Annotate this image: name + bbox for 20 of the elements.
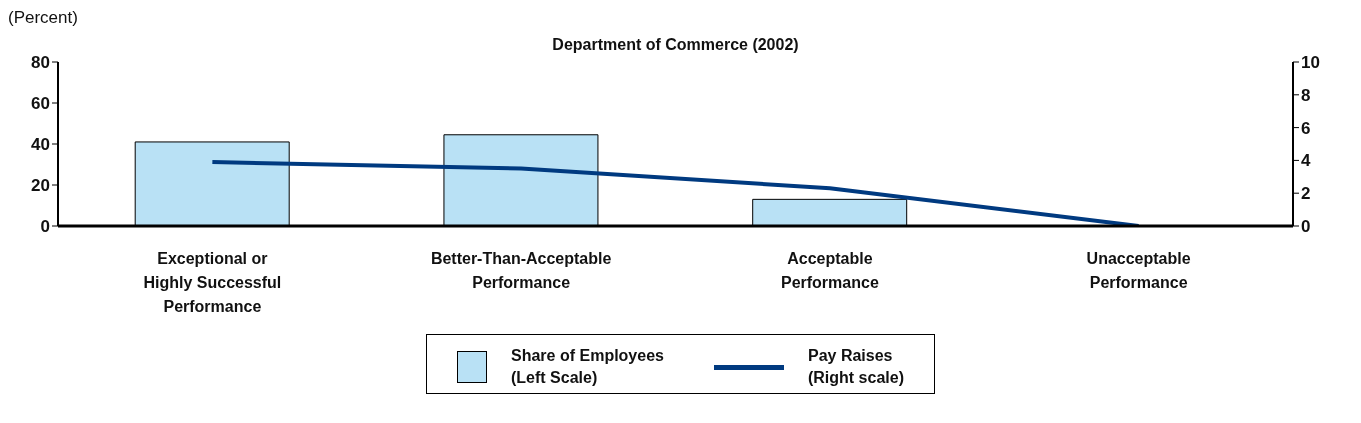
y-tick-label: 20 — [31, 176, 50, 196]
x-tick-label: Unacceptable Performance — [1086, 250, 1191, 291]
y-tick-label: 80 — [31, 53, 50, 73]
y2-tick-label: 0 — [1301, 217, 1311, 237]
x-tick-label: Acceptable Performance — [780, 250, 879, 291]
y2-tick-label: 2 — [1301, 184, 1311, 204]
y-tick-label: 60 — [31, 94, 50, 114]
y2-tick-label: 6 — [1301, 118, 1311, 138]
y2-tick-label: 10 — [1301, 53, 1320, 73]
legend-label: Share of Employees (Left Scale) — [511, 346, 664, 388]
y-axis-title: (Percent) — [8, 8, 79, 29]
y2-tick-label: 8 — [1301, 85, 1311, 105]
y-tick-label: 40 — [31, 135, 50, 155]
y2-tick-label: 4 — [1301, 151, 1311, 171]
x-tick-label: Better-Than-Acceptable Performance — [430, 250, 612, 291]
x-tick-label: Exceptional or Highly Successful Performance — [143, 250, 282, 315]
chart-title: Department of Commerce (2002) — [552, 36, 799, 53]
y-tick-label: 0 — [40, 217, 50, 237]
legend-label: Pay Raises (Right scale) — [807, 346, 904, 388]
line-series — [210, 160, 1141, 226]
